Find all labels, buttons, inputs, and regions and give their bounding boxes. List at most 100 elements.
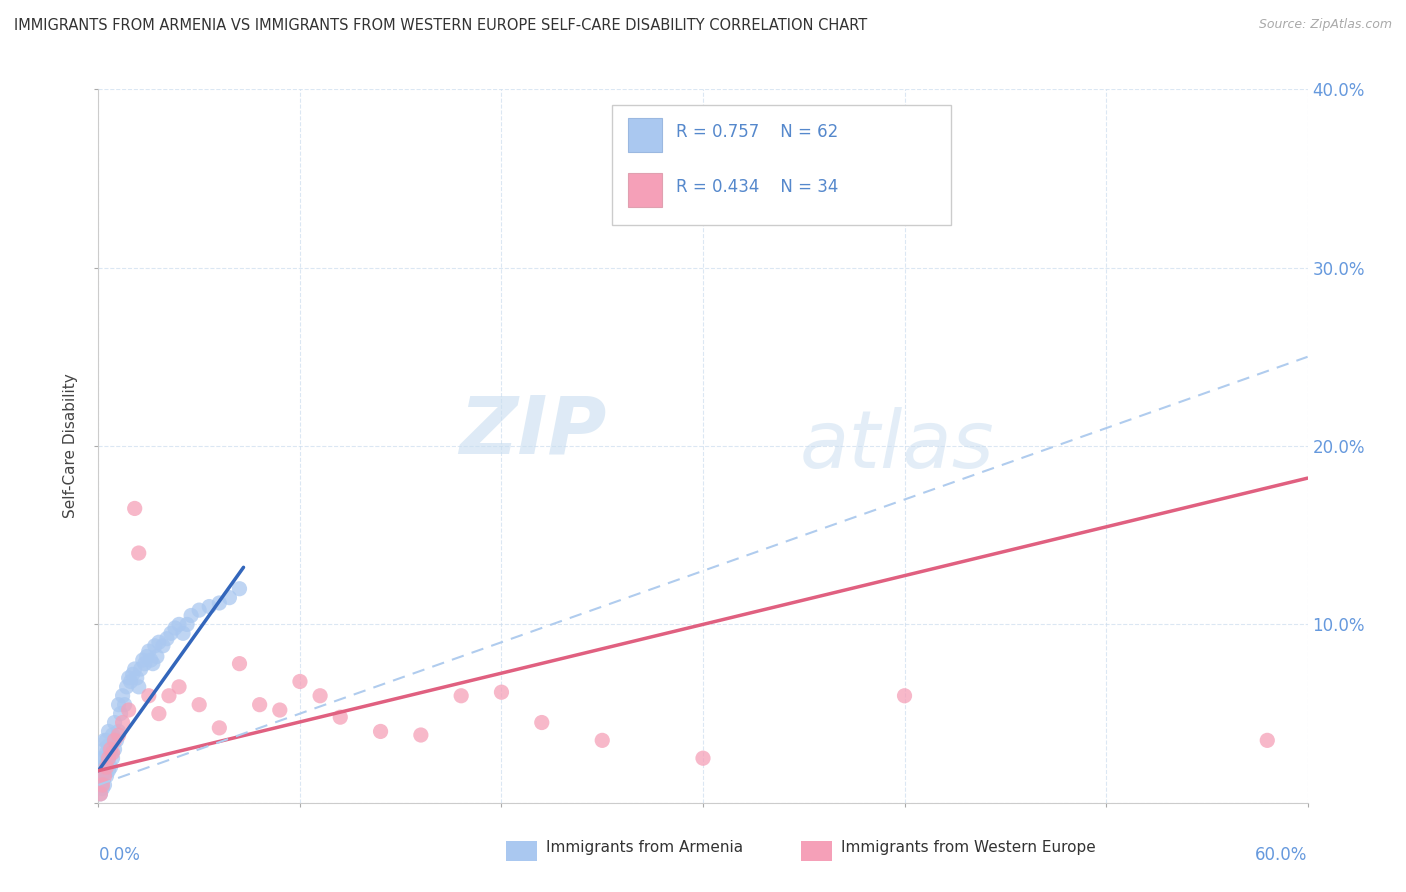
Point bbox=[156, 632, 179, 646]
Point bbox=[100, 742, 122, 756]
Point bbox=[163, 621, 186, 635]
Point bbox=[128, 680, 150, 694]
Point bbox=[110, 706, 132, 721]
Point bbox=[100, 760, 122, 774]
Point bbox=[96, 760, 118, 774]
FancyBboxPatch shape bbox=[628, 173, 662, 207]
Point bbox=[128, 546, 150, 560]
Point bbox=[107, 698, 129, 712]
Text: Immigrants from Western Europe: Immigrants from Western Europe bbox=[841, 840, 1095, 855]
Point bbox=[97, 751, 120, 765]
Text: IMMIGRANTS FROM ARMENIA VS IMMIGRANTS FROM WESTERN EUROPE SELF-CARE DISABILITY C: IMMIGRANTS FROM ARMENIA VS IMMIGRANTS FR… bbox=[14, 18, 868, 33]
Point bbox=[111, 715, 134, 730]
Point bbox=[118, 703, 141, 717]
Point bbox=[188, 603, 211, 617]
Point bbox=[93, 733, 115, 747]
Point bbox=[91, 751, 114, 765]
Point bbox=[100, 742, 122, 756]
Point bbox=[91, 781, 114, 796]
Point bbox=[91, 774, 114, 789]
Point bbox=[228, 657, 250, 671]
Point bbox=[96, 769, 118, 783]
Point bbox=[409, 728, 432, 742]
Text: R = 0.434    N = 34: R = 0.434 N = 34 bbox=[676, 178, 839, 196]
Point bbox=[89, 778, 111, 792]
Point bbox=[129, 662, 152, 676]
Point bbox=[93, 751, 115, 765]
Point bbox=[180, 608, 202, 623]
Point bbox=[111, 689, 134, 703]
Point bbox=[208, 721, 231, 735]
Point bbox=[96, 746, 118, 760]
Point bbox=[101, 751, 124, 765]
Point bbox=[167, 617, 190, 632]
Point bbox=[491, 685, 513, 699]
Point bbox=[103, 742, 125, 756]
Point bbox=[172, 626, 194, 640]
Point bbox=[101, 746, 124, 760]
Point bbox=[97, 751, 120, 765]
Point bbox=[1256, 733, 1278, 747]
Point bbox=[114, 698, 136, 712]
Point bbox=[105, 733, 128, 747]
Point bbox=[249, 698, 271, 712]
Point bbox=[450, 689, 472, 703]
Point bbox=[148, 635, 170, 649]
Text: Immigrants from Armenia: Immigrants from Armenia bbox=[546, 840, 742, 855]
Point bbox=[89, 787, 111, 801]
Point bbox=[91, 778, 114, 792]
Point bbox=[176, 617, 198, 632]
Point bbox=[103, 733, 125, 747]
Text: R = 0.757    N = 62: R = 0.757 N = 62 bbox=[676, 123, 838, 142]
Point bbox=[120, 674, 142, 689]
Point bbox=[121, 667, 143, 681]
Point bbox=[198, 599, 221, 614]
Point bbox=[97, 724, 120, 739]
Point bbox=[143, 639, 166, 653]
Point bbox=[97, 764, 120, 778]
Point bbox=[91, 760, 114, 774]
Point bbox=[93, 742, 115, 756]
Point bbox=[228, 582, 250, 596]
Point bbox=[97, 739, 120, 753]
Point bbox=[124, 501, 146, 516]
Text: 60.0%: 60.0% bbox=[1256, 846, 1308, 863]
Point bbox=[96, 733, 118, 747]
FancyBboxPatch shape bbox=[628, 118, 662, 152]
Point bbox=[93, 764, 115, 778]
Point bbox=[370, 724, 392, 739]
Point bbox=[89, 787, 111, 801]
Point bbox=[118, 671, 141, 685]
Y-axis label: Self-Care Disability: Self-Care Disability bbox=[63, 374, 79, 518]
Point bbox=[107, 724, 129, 739]
Point bbox=[288, 674, 311, 689]
Point bbox=[167, 680, 190, 694]
Point bbox=[208, 596, 231, 610]
Point bbox=[160, 626, 183, 640]
Point bbox=[115, 680, 138, 694]
Point bbox=[101, 728, 124, 742]
Text: 0.0%: 0.0% bbox=[98, 846, 141, 863]
Text: ZIP: ZIP bbox=[458, 392, 606, 471]
Point bbox=[89, 769, 111, 783]
Point bbox=[132, 653, 155, 667]
Point bbox=[107, 728, 129, 742]
Text: Source: ZipAtlas.com: Source: ZipAtlas.com bbox=[1258, 18, 1392, 31]
Point bbox=[134, 657, 156, 671]
Point bbox=[269, 703, 291, 717]
Point bbox=[146, 649, 169, 664]
Point bbox=[591, 733, 613, 747]
Point bbox=[125, 671, 148, 685]
Point bbox=[124, 662, 146, 676]
Point bbox=[142, 657, 165, 671]
Point bbox=[152, 639, 174, 653]
Point bbox=[93, 769, 115, 783]
Point bbox=[329, 710, 352, 724]
Point bbox=[893, 689, 915, 703]
Point bbox=[530, 715, 553, 730]
Point bbox=[148, 706, 170, 721]
Point bbox=[96, 756, 118, 771]
Point bbox=[157, 689, 180, 703]
Point bbox=[135, 649, 157, 664]
Point bbox=[138, 689, 160, 703]
